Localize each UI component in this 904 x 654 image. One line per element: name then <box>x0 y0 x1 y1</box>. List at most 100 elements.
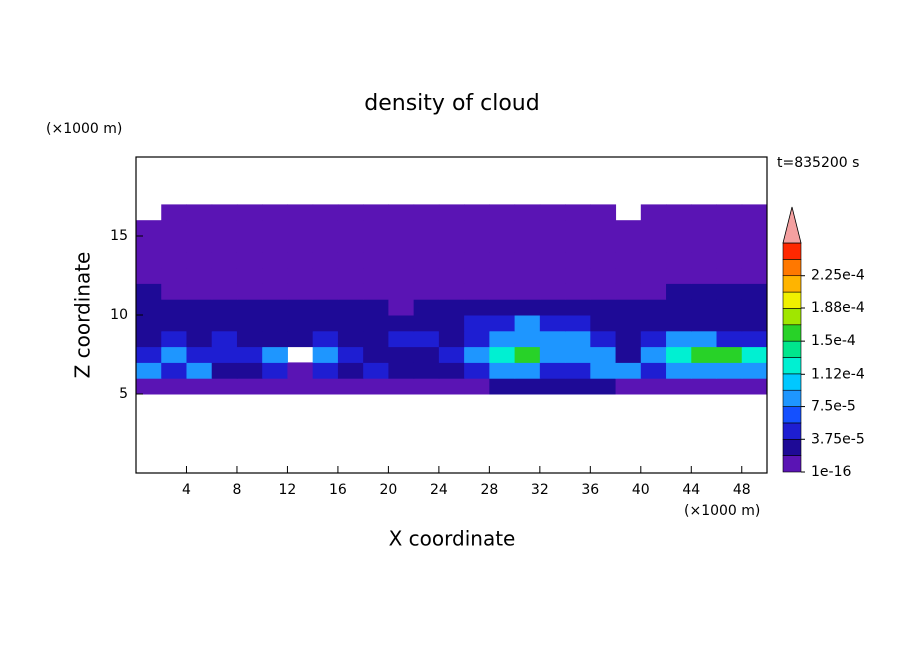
contour-cell <box>413 251 440 269</box>
contour-cell <box>287 378 314 395</box>
contour-cell <box>186 220 213 237</box>
contour-cell <box>337 220 364 237</box>
x-tick-label: 4 <box>182 482 191 498</box>
x-tick-label: 20 <box>379 482 397 498</box>
contour-cell <box>514 299 541 316</box>
contour-cell <box>666 220 692 237</box>
contour-cell <box>438 346 465 363</box>
contour-cell <box>666 283 692 300</box>
contour-cell <box>211 236 238 253</box>
contour-cell <box>615 362 642 379</box>
contour-cell <box>363 330 389 348</box>
contour-cell <box>438 267 465 284</box>
colorbar-band <box>782 406 802 424</box>
contour-cell <box>287 283 314 300</box>
contour-cell <box>287 330 314 348</box>
contour-cell <box>464 299 490 316</box>
contour-cell <box>388 362 415 379</box>
colorbar-tick-label: 1.5e-4 <box>811 333 856 349</box>
contour-cell <box>236 330 263 348</box>
contour-cell <box>615 315 642 332</box>
contour-cell <box>211 267 238 284</box>
contour-cell <box>590 204 617 221</box>
contour-cell <box>312 267 339 284</box>
contour-cell <box>211 315 238 332</box>
y-tick-label: 10 <box>110 307 128 323</box>
contour-cell <box>161 330 187 348</box>
contour-cell <box>236 346 263 363</box>
contour-cell <box>363 220 389 237</box>
contour-cell <box>691 346 718 363</box>
contour-cell <box>337 283 364 300</box>
contour-cell <box>363 267 389 284</box>
contour-cell <box>539 362 566 379</box>
contour-cell <box>211 330 238 348</box>
contour-cell <box>211 251 238 269</box>
contour-cell <box>312 299 339 316</box>
contour-cell <box>716 251 743 269</box>
contour-cell <box>640 378 667 395</box>
contour-cell <box>438 330 465 348</box>
contour-cell <box>741 315 768 332</box>
contour-cell <box>666 378 692 395</box>
contour-cell <box>741 251 768 269</box>
y-axis-label: Z coordinate <box>71 252 95 379</box>
colorbar-extension <box>782 206 802 244</box>
colorbar-band <box>782 455 802 473</box>
contour-cell <box>312 204 339 221</box>
contour-cell <box>741 220 768 237</box>
contour-cell <box>514 330 541 348</box>
x-tick-label: 8 <box>232 482 241 498</box>
contour-cell <box>716 299 743 316</box>
contour-cell <box>287 251 314 269</box>
contour-cell <box>464 220 490 237</box>
contour-cell <box>312 330 339 348</box>
colorbar-tick-label: 7.5e-5 <box>811 399 856 415</box>
contour-cell <box>640 267 667 284</box>
contour-cell <box>565 299 591 316</box>
contour-cell <box>161 315 187 332</box>
contour-cell <box>640 330 667 348</box>
contour-cell <box>211 220 238 237</box>
contour-cell <box>236 251 263 269</box>
contour-cell <box>539 236 566 253</box>
contour-cell <box>136 315 162 332</box>
contour-cell <box>464 267 490 284</box>
contour-cell <box>337 330 364 348</box>
contour-cell <box>312 283 339 300</box>
x-tick-label: 24 <box>430 482 448 498</box>
contour-cell <box>312 362 339 379</box>
contour-cell <box>438 251 465 269</box>
colorbar-band <box>782 308 802 326</box>
contour-cell <box>236 267 263 284</box>
contour-cell <box>236 236 263 253</box>
contour-cell <box>565 315 591 332</box>
contour-cell <box>413 236 440 253</box>
contour-cell <box>388 299 415 316</box>
contour-cell <box>287 267 314 284</box>
contour-cell <box>716 362 743 379</box>
contour-cell <box>363 204 389 221</box>
contour-cell <box>413 362 440 379</box>
contour-cell <box>514 315 541 332</box>
contour-cell <box>691 220 718 237</box>
contour-cell <box>388 346 415 363</box>
contour-cell <box>236 315 263 332</box>
contour-cell <box>438 236 465 253</box>
contour-cell <box>615 378 642 395</box>
contour-cell <box>161 283 187 300</box>
contour-cell <box>565 283 591 300</box>
contour-cell <box>489 362 516 379</box>
contour-cell <box>262 251 288 269</box>
contour-cell <box>666 251 692 269</box>
contour-cell <box>186 251 213 269</box>
contour-cell <box>438 315 465 332</box>
contour-cell <box>741 236 768 253</box>
y-tick-label: 5 <box>119 386 128 402</box>
contour-cell <box>262 346 288 363</box>
contour-cell <box>413 315 440 332</box>
contour-cell <box>312 315 339 332</box>
contour-cell <box>388 267 415 284</box>
contour-cell <box>438 204 465 221</box>
colorbar-tick-label: 1.12e-4 <box>811 366 865 382</box>
